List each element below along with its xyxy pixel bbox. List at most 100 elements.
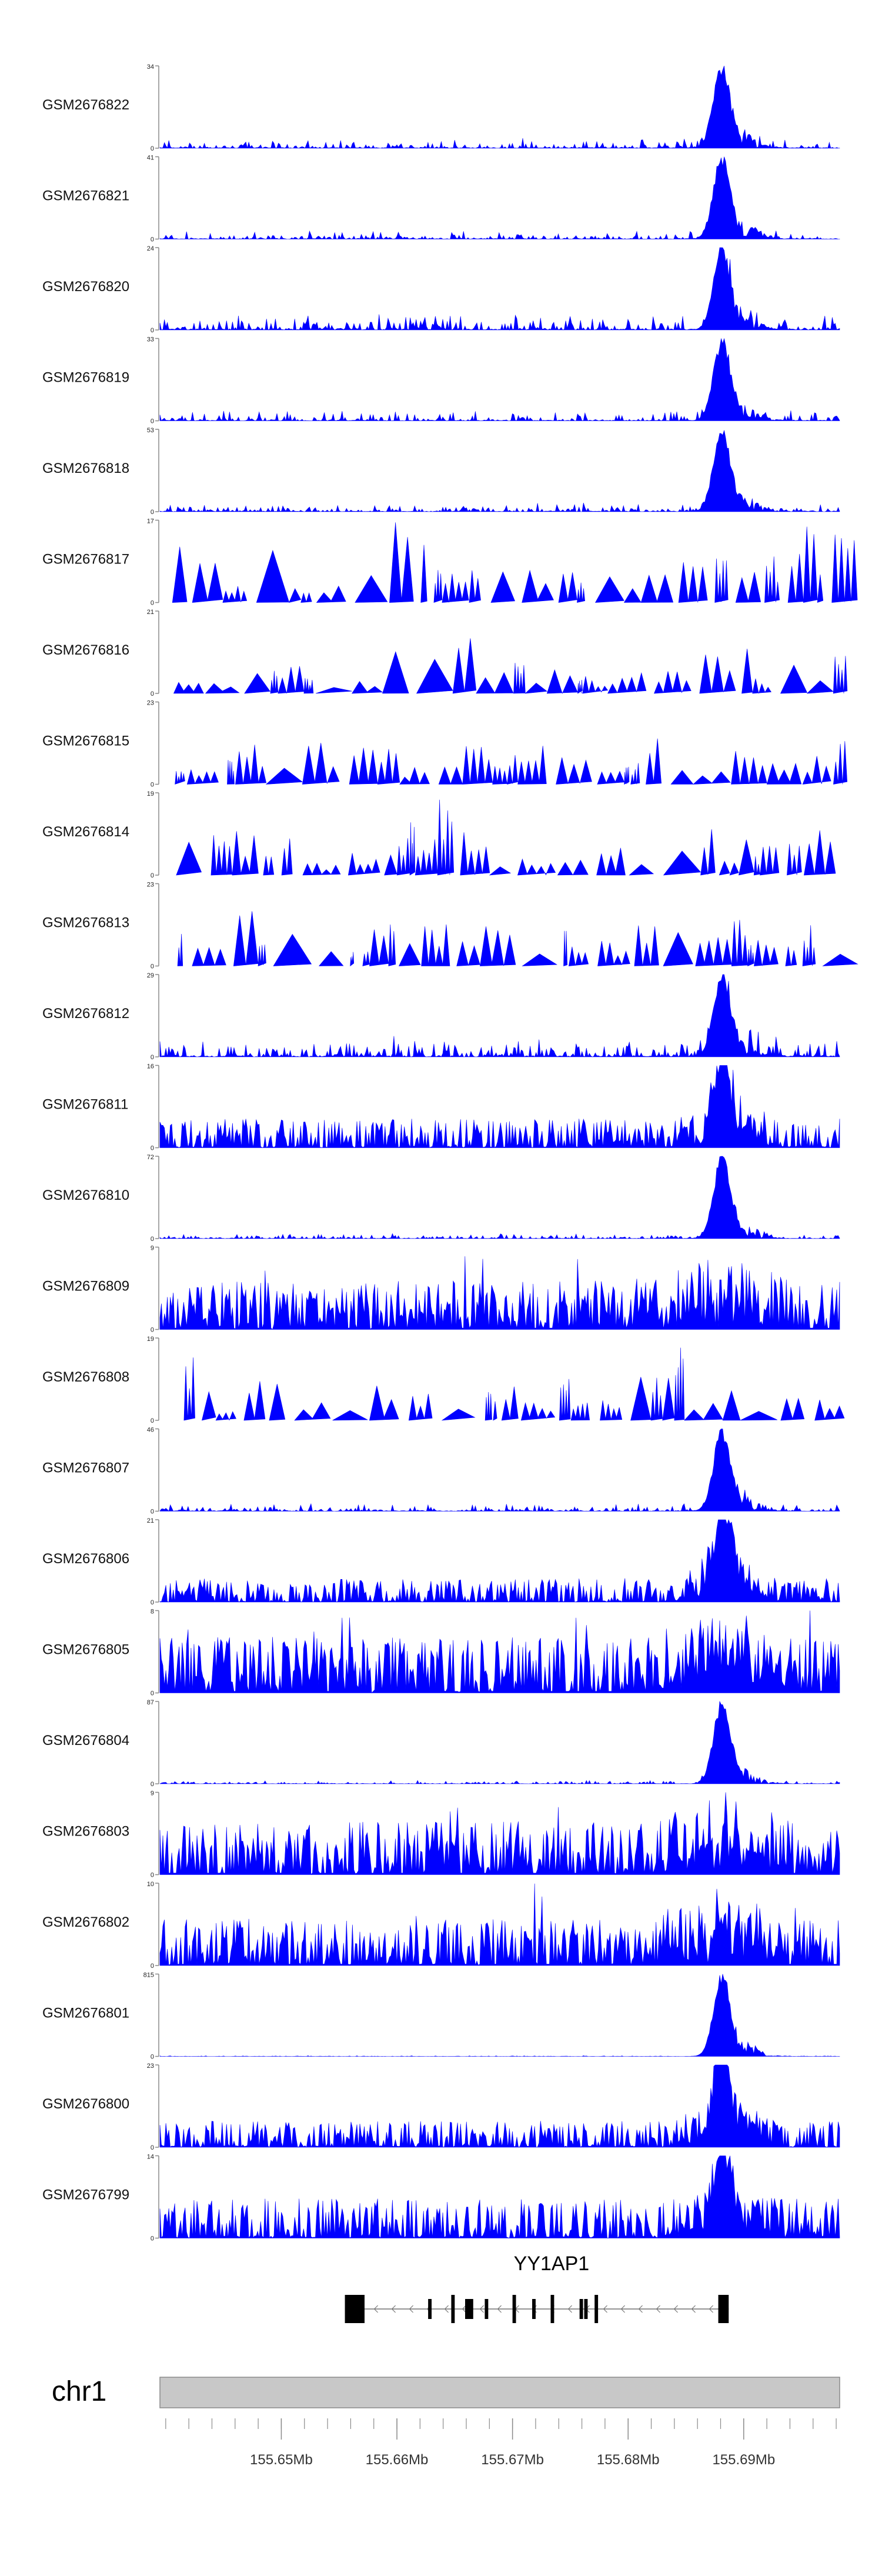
- track-gsm2676811: GSM2676811 16 0: [42, 1063, 840, 1152]
- track-gsm2676810: GSM2676810 72 0: [42, 1154, 840, 1243]
- exon: [579, 2299, 583, 2319]
- track-gsm2676816: GSM2676816 21 0: [42, 609, 848, 698]
- track-gsm2676812: GSM2676812 29 0: [42, 972, 840, 1061]
- ymin-label: 0: [151, 872, 154, 879]
- ymin-label: 0: [151, 1054, 154, 1061]
- exon: [550, 2295, 554, 2323]
- signal-area: [159, 1429, 840, 1512]
- track-label: GSM2676803: [42, 1823, 129, 1839]
- ymin-label: 0: [151, 1417, 154, 1424]
- strand-arrow: [409, 2305, 413, 2313]
- ymin-label: 0: [151, 1509, 154, 1516]
- track-gsm2676801: GSM2676801 815 0: [42, 1972, 840, 2061]
- ymax-label: 8: [151, 1609, 154, 1616]
- ymax-label: 29: [147, 972, 154, 979]
- signal-area: [159, 1883, 840, 1966]
- track-label: GSM2676818: [42, 461, 129, 476]
- track-gsm2676814: GSM2676814 19 0: [42, 790, 836, 879]
- ymin-label: 0: [151, 1872, 154, 1879]
- track-label: GSM2676817: [42, 551, 129, 567]
- signal-area: [159, 1256, 840, 1330]
- ymin-label: 0: [151, 2054, 154, 2061]
- signal-area: [159, 1610, 840, 1694]
- exon: [532, 2299, 536, 2319]
- track-label: GSM2676820: [42, 279, 129, 295]
- ymin-label: 0: [151, 1145, 154, 1152]
- ymin-label: 0: [151, 600, 154, 607]
- ymin-label: 0: [151, 690, 154, 698]
- ymax-label: 46: [147, 1427, 154, 1434]
- ymin-label: 0: [151, 236, 154, 243]
- track-label: GSM2676800: [42, 2096, 129, 2112]
- ymin-label: 0: [151, 145, 154, 152]
- ymax-label: 34: [147, 64, 154, 71]
- signal-area: [159, 430, 840, 512]
- track-label: GSM2676821: [42, 188, 129, 203]
- track-label: GSM2676813: [42, 915, 129, 930]
- ymax-label: 19: [147, 790, 154, 798]
- ymin-label: 0: [151, 418, 154, 425]
- ymin-label: 0: [151, 1599, 154, 1606]
- ymax-label: 23: [147, 882, 154, 889]
- tick-label: 155.67Mb: [481, 2452, 544, 2468]
- track-label: GSM2676812: [42, 1006, 129, 1022]
- exon: [512, 2295, 516, 2323]
- exon: [345, 2295, 365, 2323]
- track-gsm2676809: GSM2676809 9 0: [42, 1245, 840, 1334]
- track-label: GSM2676816: [42, 642, 129, 658]
- track-gsm2676822: GSM2676822 34 0: [42, 64, 840, 152]
- track-gsm2676813: GSM2676813 23 0: [42, 882, 858, 970]
- ymax-label: 19: [147, 1336, 154, 1343]
- ymin-label: 0: [151, 1236, 154, 1243]
- track-gsm2676820: GSM2676820 24 0: [42, 245, 840, 334]
- exon: [485, 2299, 489, 2319]
- exon: [428, 2299, 432, 2319]
- ymin-label: 0: [151, 782, 154, 789]
- ymin-label: 0: [151, 1963, 154, 1970]
- tick-label: 155.65Mb: [250, 2452, 313, 2468]
- strand-arrow: [691, 2305, 696, 2313]
- gene-label: YY1AP1: [514, 2253, 590, 2275]
- track-label: GSM2676801: [42, 2005, 129, 2021]
- ymax-label: 23: [147, 700, 154, 707]
- signal-area: [159, 338, 840, 422]
- signal-area: [159, 1792, 840, 1875]
- signal-area: [159, 247, 840, 331]
- strand-arrow: [444, 2305, 449, 2313]
- ymax-label: 10: [147, 1881, 154, 1888]
- track-gsm2676803: GSM2676803 9 0: [42, 1790, 840, 1879]
- ymax-label: 14: [147, 2154, 154, 2161]
- track-gsm2676815: GSM2676815 23 0: [42, 700, 848, 789]
- ymax-label: 87: [147, 1699, 154, 1706]
- track-gsm2676807: GSM2676807 46 0: [42, 1427, 840, 1516]
- strand-arrow: [567, 2305, 572, 2313]
- chromosome-ideogram: [159, 2377, 840, 2408]
- track-gsm2676818: GSM2676818 53 0: [42, 427, 840, 516]
- strand-arrow: [709, 2305, 713, 2313]
- track-label: GSM2676819: [42, 369, 129, 385]
- ymin-label: 0: [151, 2235, 154, 2243]
- ymin-label: 0: [151, 1690, 154, 1697]
- exon: [451, 2295, 455, 2323]
- ymin-label: 0: [151, 963, 154, 970]
- strand-arrow: [656, 2305, 660, 2313]
- track-label: GSM2676804: [42, 1733, 129, 1749]
- signal-area: [176, 799, 836, 876]
- ymin-label: 0: [151, 1781, 154, 1788]
- chromosome-label: chr1: [52, 2376, 106, 2407]
- ymin-label: 0: [151, 509, 154, 516]
- ymin-label: 0: [151, 2144, 154, 2151]
- ymin-label: 0: [151, 1327, 154, 1334]
- track-gsm2676821: GSM2676821 41 0: [42, 155, 840, 243]
- track-label: GSM2676808: [42, 1369, 129, 1385]
- strand-arrow: [373, 2305, 378, 2313]
- genome-axis: chr1 155.65Mb 155.66Mb 155.67Mb 155.68Mb 155.…: [52, 2376, 840, 2468]
- signal-area: [177, 911, 858, 967]
- signal-area: [159, 1065, 840, 1149]
- track-label: GSM2676815: [42, 733, 129, 749]
- signal-area: [159, 1974, 840, 2057]
- ymax-label: 72: [147, 1154, 154, 1161]
- track-gsm2676802: GSM2676802 10 0: [42, 1881, 840, 1970]
- track-gsm2676819: GSM2676819 33 0: [42, 336, 840, 425]
